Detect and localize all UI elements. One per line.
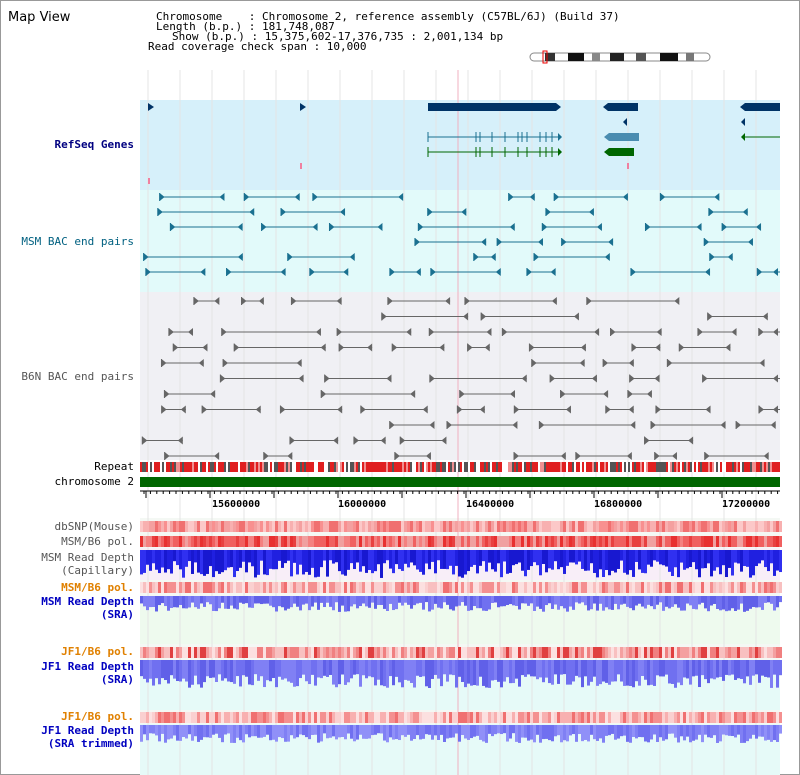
coverage-span-info: Read coverage check span : 10,000 (148, 40, 367, 53)
jf1-b6-pol-2-label[interactable]: JF1/B6 pol. (61, 710, 134, 723)
msm-bac-pairs[interactable] (143, 193, 780, 276)
refseq-label[interactable]: RefSeq Genes (54, 138, 134, 151)
repeat-label: Repeat (94, 460, 134, 473)
show-range-info: Show (b.p.) : 15,375,602-17,376,735 : 2,… (172, 30, 504, 43)
dbsnp-label[interactable]: dbSNP(Mouse) (54, 520, 134, 533)
chromosome-bar[interactable] (140, 477, 780, 487)
position-axis (140, 490, 780, 498)
msm-b6-pol-2-label[interactable]: MSM/B6 pol. (61, 581, 134, 594)
axis-tick-label: 16000000 (338, 499, 387, 510)
axis-tick-label: 17200000 (722, 499, 771, 510)
jf1-depth-label[interactable]: JF1 Read Depth (41, 660, 134, 673)
length-info: Length (b.p.) : 181,748,087 (156, 20, 335, 33)
jf1-trim-label[interactable]: JF1 Read Depth (41, 724, 134, 737)
refseq-genes[interactable] (148, 103, 780, 184)
chromosome-ideogram[interactable] (529, 50, 711, 64)
jf1-depth-sub: (SRA) (100, 673, 134, 686)
chromosome-info: Chromosome : Chromosome 2, reference ass… (156, 10, 620, 23)
msm-bac-track-bg (140, 190, 780, 292)
msm-depth-cap-label[interactable]: MSM Read Depth (41, 551, 134, 564)
axis-tick-label: 16800000 (594, 499, 643, 510)
msm-depth-sra-label[interactable]: MSM Read Depth (41, 595, 134, 608)
page-title: Map View (8, 10, 71, 25)
msm-depth-sra-sub: (SRA) (100, 608, 134, 621)
axis-tick-label: 16400000 (466, 499, 515, 510)
b6n-bac-track-bg (140, 292, 780, 460)
b6n-bac-label[interactable]: B6N BAC end pairs (21, 370, 134, 383)
b6n-bac-pairs[interactable] (141, 297, 780, 460)
read-depth-tracks[interactable] (140, 550, 782, 743)
jf1-trim-sub: (SRA trimmed) (47, 737, 134, 750)
axis-tick-label: 15600000 (212, 499, 261, 510)
msm-bac-label[interactable]: MSM BAC end pairs (21, 235, 134, 248)
msm-depth-cap-sub: (Capillary) (61, 564, 134, 577)
repeat-bar[interactable] (140, 462, 780, 472)
chromosome-label: chromosome 2 (54, 475, 134, 488)
msm-b6-pol-label[interactable]: MSM/B6 pol. (61, 535, 134, 548)
jf1-b6-pol-label[interactable]: JF1/B6 pol. (61, 645, 134, 658)
polymorphism-tracks[interactable] (140, 521, 782, 723)
refseq-track-bg (140, 100, 780, 190)
